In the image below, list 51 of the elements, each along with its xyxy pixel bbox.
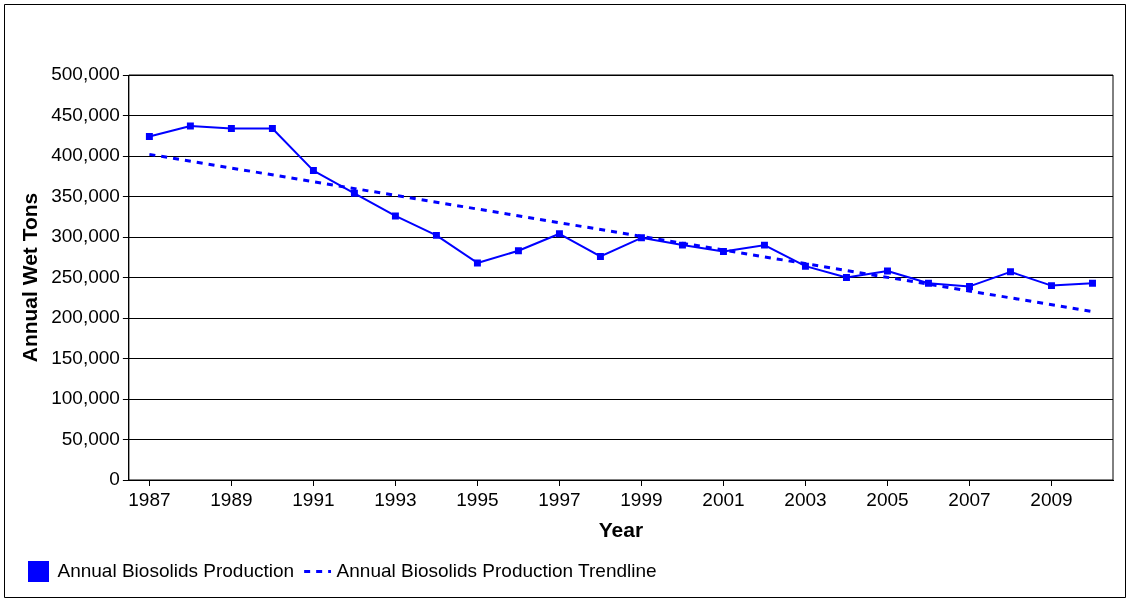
y-axis-title: Annual Wet Tons	[18, 192, 42, 363]
x-tick-label: 2001	[702, 488, 745, 510]
point	[268, 124, 276, 132]
point	[473, 259, 481, 267]
x-tick-label: 1993	[374, 488, 417, 510]
point	[760, 241, 768, 249]
x-tick-label: 2003	[784, 488, 827, 510]
y-tick-label: 0	[109, 468, 120, 490]
legend-label: Annual Biosolids Production Trendline	[336, 559, 657, 581]
x-tick-label: 2007	[948, 488, 991, 510]
x-tick-label: 1991	[292, 488, 335, 510]
point	[227, 124, 235, 132]
y-tick-label: 200,000	[51, 306, 120, 328]
point	[1007, 268, 1014, 276]
y-tick-label: 400,000	[51, 144, 120, 166]
y-tick-label: 100,000	[51, 387, 120, 409]
point	[186, 122, 194, 130]
y-tick-label: 300,000	[51, 225, 120, 247]
point	[925, 279, 932, 287]
point	[801, 262, 809, 270]
y-tick-label: 50,000	[61, 427, 120, 449]
x-tick-label: 1997	[538, 488, 581, 510]
point	[391, 212, 399, 220]
point	[555, 230, 563, 238]
point	[637, 234, 645, 242]
point	[596, 252, 604, 260]
x-tick-label: 1995	[456, 488, 499, 510]
y-tick-label: 150,000	[51, 346, 120, 368]
point	[1048, 282, 1055, 290]
x-tick-label: 1987	[128, 488, 171, 510]
x-tick-label: 1989	[210, 488, 253, 510]
point	[432, 231, 440, 239]
x-axis-title: Year	[598, 518, 644, 542]
point	[145, 133, 153, 141]
y-tick-label: 250,000	[51, 265, 120, 287]
point	[514, 247, 522, 255]
x-tick-label: 1999	[620, 488, 663, 510]
point	[966, 282, 973, 290]
x-tick-label: 2005	[866, 488, 909, 510]
point	[884, 267, 891, 275]
x-tick-label: 2009	[1030, 488, 1073, 510]
point	[1089, 279, 1096, 287]
point	[719, 248, 727, 256]
y-tick-label: 450,000	[51, 103, 120, 125]
point	[350, 189, 358, 197]
point	[842, 274, 850, 281]
point	[309, 167, 317, 175]
point	[678, 241, 686, 249]
legend-label: Annual Biosolids Production	[57, 559, 295, 581]
y-tick-label: 500,000	[51, 63, 120, 85]
y-tick-label: 350,000	[51, 184, 120, 206]
